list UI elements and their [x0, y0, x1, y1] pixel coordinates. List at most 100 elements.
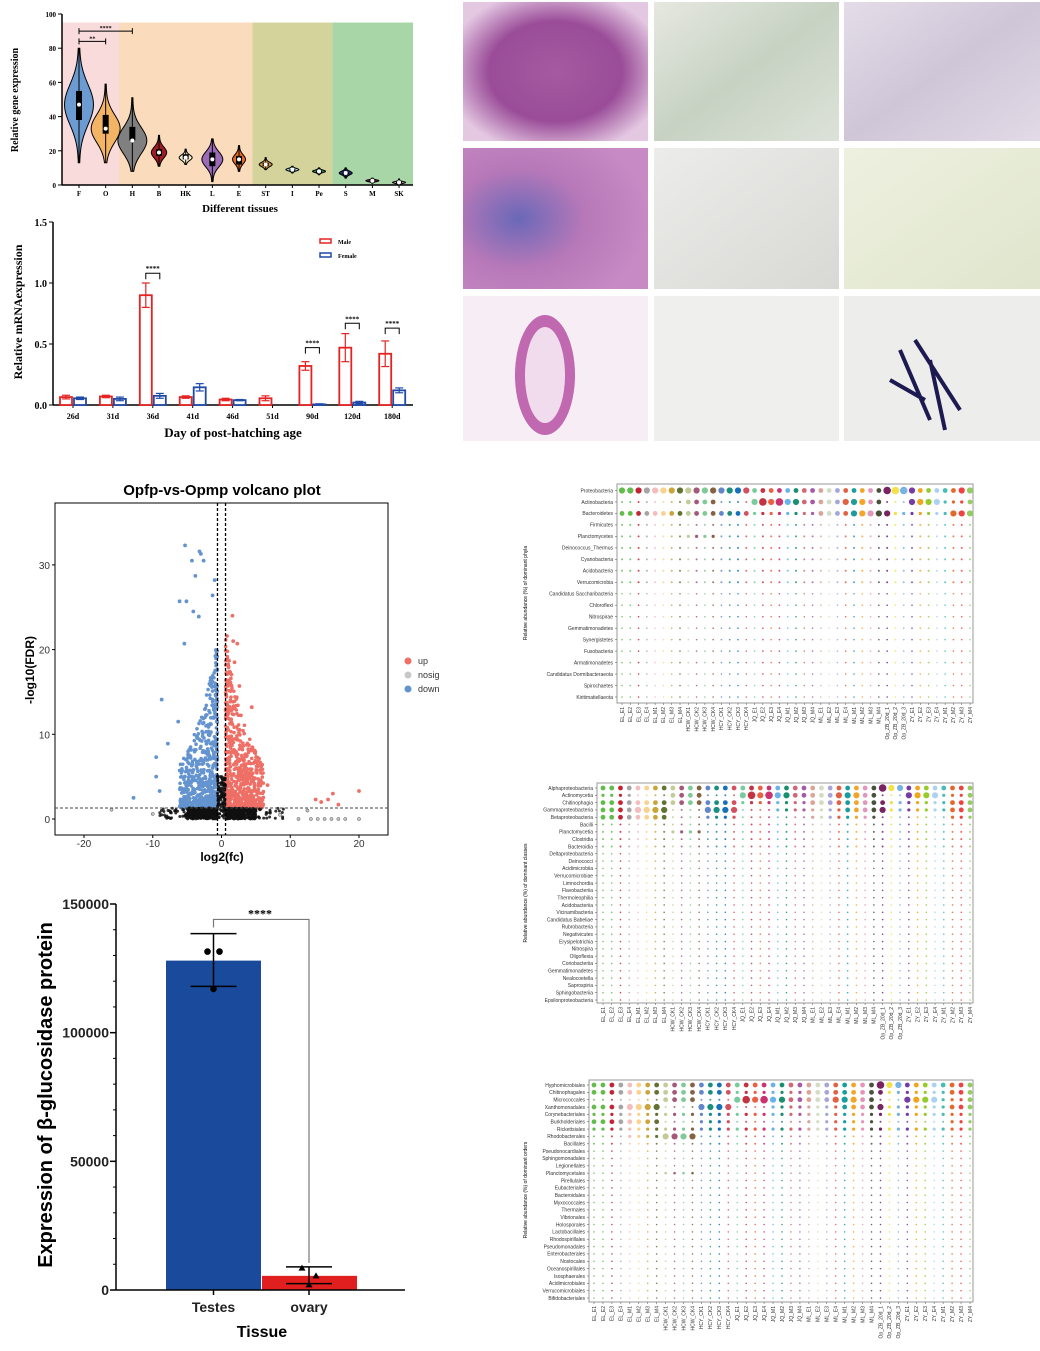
dot_phyla-dot — [819, 546, 822, 549]
dot_phyla-dot — [662, 696, 665, 698]
dot_classes-dot — [654, 852, 657, 855]
dot_classes-column-label: EL_E2 — [610, 1007, 616, 1022]
dot_classes-dot — [707, 962, 709, 965]
dot_phyla-row-label: Acidobacteria — [583, 569, 614, 575]
dot_classes-dot — [933, 801, 937, 805]
mrna-y-tick-label: 0.5 — [35, 340, 48, 351]
volcano-point-nosig — [158, 813, 162, 817]
dot_classes-dot — [759, 948, 762, 950]
dot_phyla-dot — [778, 638, 781, 641]
dot_classes-dot — [715, 999, 718, 1001]
dot_phyla-column-label: ZY_E2 — [918, 707, 924, 723]
dot_phyla-dot — [679, 627, 681, 629]
volcano-point-up — [246, 786, 250, 790]
dot_classes-dot — [803, 874, 805, 877]
dot_phyla-dot — [737, 569, 739, 572]
dot_phyla-dot — [695, 546, 698, 549]
dot_classes-dot — [829, 823, 832, 826]
dot_classes-dot — [785, 896, 788, 899]
dot_classes-dot — [750, 838, 753, 841]
volcano-point-down — [210, 593, 215, 598]
dot_classes-dot — [610, 999, 613, 1001]
dot_phyla-dot — [662, 615, 665, 618]
dot_phyla-dot — [944, 650, 946, 652]
dot_classes-dot — [794, 860, 797, 862]
dot_phyla-dot — [844, 592, 847, 595]
dot_phyla-dot — [919, 581, 922, 584]
dot_classes-dot — [654, 948, 657, 950]
volcano-point-down — [200, 731, 205, 736]
dot_phyla-dot — [927, 546, 930, 549]
volcano-point-down — [211, 707, 216, 712]
dot_classes-row-label: Nitrospira — [572, 947, 594, 953]
dot_classes-dot — [969, 926, 971, 928]
dot_phyla-dot — [868, 488, 873, 493]
dot_classes-dot — [811, 882, 814, 884]
replicate-point — [305, 1281, 313, 1288]
dot_classes-dot — [768, 860, 770, 862]
dot_classes-dot — [724, 911, 727, 914]
dot_classes-dot — [637, 948, 639, 950]
dot_classes-dot — [803, 999, 805, 1001]
dot_classes-dot — [960, 918, 963, 921]
dot_phyla-dot — [886, 592, 888, 595]
volcano-point-up — [242, 794, 247, 798]
dot_phyla-dot — [936, 696, 938, 698]
dot_phyla-dot — [670, 661, 673, 664]
dot_classes-dot — [689, 874, 692, 877]
dot_classes-dot — [663, 933, 665, 936]
dot_phyla-dot — [801, 499, 807, 505]
dot_phyla-dot — [662, 604, 665, 607]
dot_classes-dot — [908, 904, 910, 906]
dot_classes-dot — [863, 815, 867, 819]
volcano-point-nosig — [252, 814, 256, 818]
dot_phyla-dot — [646, 615, 648, 618]
volcano-point-up — [233, 780, 238, 784]
protein-bar-testes — [166, 960, 261, 1290]
dot_phyla-dot — [786, 673, 789, 675]
dot_classes-dot — [899, 889, 901, 892]
dot_phyla-column-label: HCY_CK3 — [736, 707, 742, 730]
volcano-point-up — [241, 741, 245, 745]
dot_phyla-dot — [687, 627, 690, 629]
dot_classes-dot — [663, 794, 666, 797]
volcano-point-up — [326, 797, 330, 802]
dot_phyla-dot — [795, 627, 797, 629]
dot_classes-dot — [619, 838, 622, 841]
dot_phyla-dot — [861, 615, 864, 618]
dot_classes-dot — [609, 814, 615, 820]
volcano-point-down — [213, 681, 218, 686]
dot_classes-dot — [820, 969, 823, 972]
significance-bracket — [344, 322, 360, 330]
dot_phyla-dot — [952, 650, 955, 652]
dot_classes-dot — [663, 962, 665, 965]
dot_phyla-dot — [969, 546, 971, 549]
dot_phyla-dot — [712, 523, 715, 526]
dot_classes-column-label: JQ_E4 — [767, 1007, 773, 1023]
dot_phyla-dot — [894, 546, 897, 549]
volcano-y-tick-label: 20 — [39, 646, 51, 657]
dot_phyla-dot — [958, 510, 965, 517]
dot_phyla-dot — [687, 650, 690, 652]
dot_phyla-dot — [944, 523, 947, 526]
volcano-point-down — [214, 661, 218, 665]
dot_phyla-dot — [621, 558, 623, 561]
dot_classes-dot — [951, 860, 954, 862]
dot_classes-dot — [846, 823, 849, 826]
dot_phyla-dot — [679, 696, 681, 698]
volcano-point-down — [198, 719, 203, 723]
dot_classes-dot — [960, 955, 963, 957]
dot_phyla-dot — [878, 615, 880, 618]
volcano-point-up — [245, 799, 250, 803]
violin-y-tick-label: 40 — [49, 114, 57, 122]
dot_classes-dot — [792, 792, 798, 798]
dot_classes-dot — [637, 955, 639, 957]
dot_classes-dot — [663, 955, 665, 957]
dot_classes-dot — [689, 948, 692, 950]
dot_classes-dot — [951, 984, 954, 987]
dot_classes-dot — [899, 918, 901, 921]
volcano-point-down — [192, 732, 197, 737]
dot_classes-dot — [890, 933, 893, 936]
dot_classes-dot — [602, 889, 604, 892]
dot_classes-dot — [742, 896, 744, 899]
